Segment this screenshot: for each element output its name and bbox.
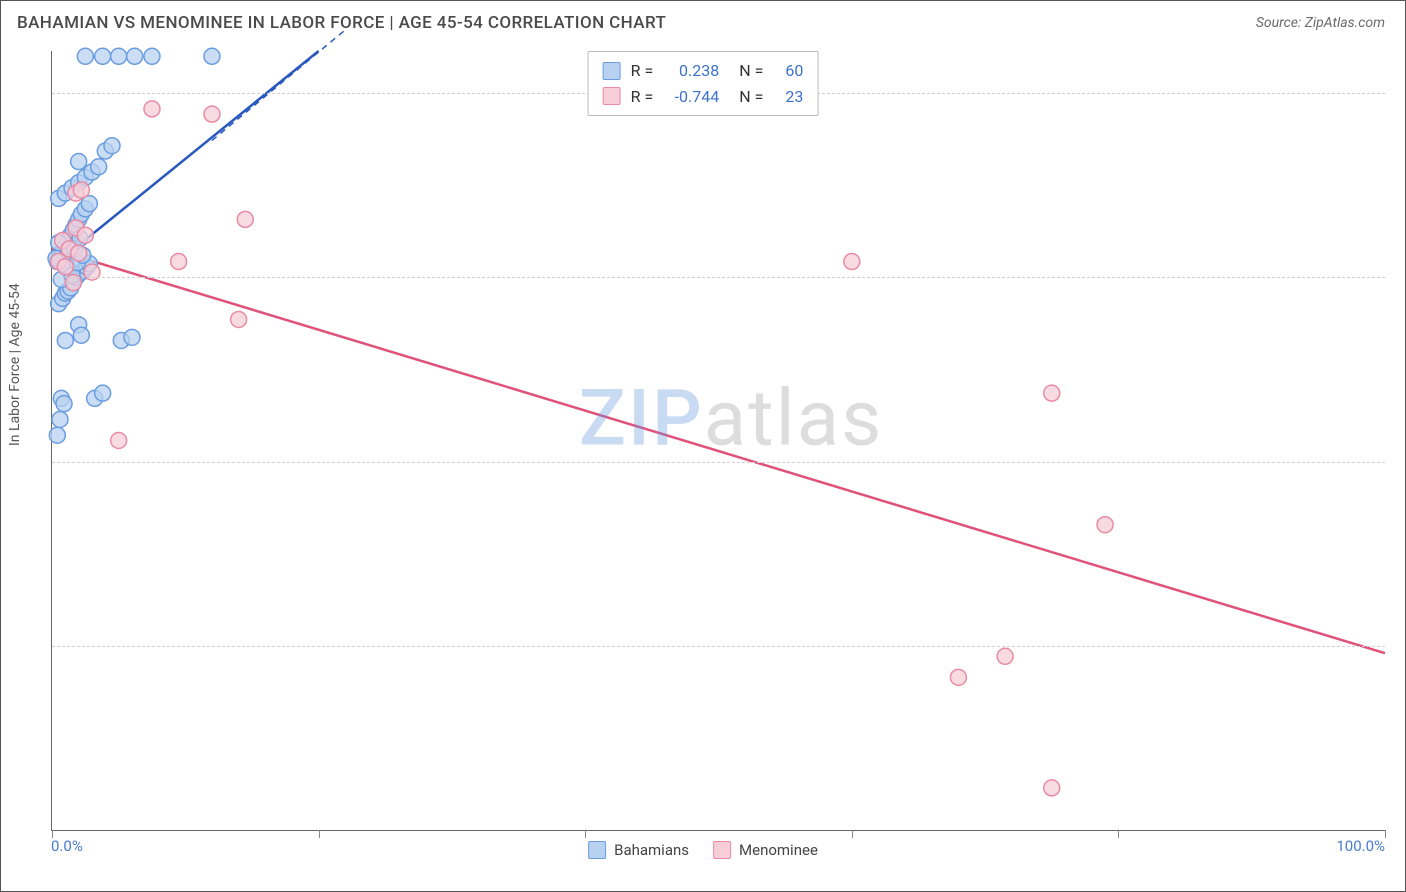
scatter-point bbox=[231, 311, 247, 327]
y-tick-label: 82.5% bbox=[1395, 268, 1406, 286]
stats-legend-box: R = 0.238 N = 60 R = -0.744 N = 23 bbox=[588, 51, 819, 116]
scatter-point bbox=[95, 48, 111, 64]
legend-swatch bbox=[713, 841, 731, 859]
scatter-point bbox=[844, 254, 860, 270]
trend-line-dashed bbox=[212, 30, 345, 141]
scatter-point bbox=[204, 106, 220, 122]
scatter-point bbox=[997, 648, 1013, 664]
scatter-point bbox=[104, 138, 120, 154]
legend-bottom: Bahamians Menominee bbox=[588, 841, 818, 859]
scatter-point bbox=[950, 669, 966, 685]
legend-item: Menominee bbox=[713, 841, 818, 859]
x-tick bbox=[1385, 830, 1386, 838]
scatter-point bbox=[91, 159, 107, 175]
gridline-h bbox=[52, 646, 1385, 647]
scatter-point bbox=[111, 433, 127, 449]
scatter-point bbox=[71, 245, 87, 261]
scatter-point bbox=[77, 48, 93, 64]
legend-label: Menominee bbox=[739, 841, 818, 859]
stats-n-value: 23 bbox=[773, 84, 803, 110]
title-bar: BAHAMIAN VS MENOMINEE IN LABOR FORCE | A… bbox=[1, 1, 1405, 45]
x-tick-label-min: 0.0% bbox=[51, 837, 83, 855]
y-axis-title: In Labor Force | Age 45-54 bbox=[7, 283, 23, 446]
stats-r-value: -0.744 bbox=[663, 84, 719, 110]
scatter-point bbox=[144, 48, 160, 64]
legend-item: Bahamians bbox=[588, 841, 689, 859]
legend-label: Bahamians bbox=[614, 841, 689, 859]
plot-region: 47.5%65.0%82.5%100.0% bbox=[51, 51, 1385, 831]
scatter-point bbox=[71, 154, 87, 170]
stats-swatch bbox=[603, 62, 621, 80]
scatter-point bbox=[237, 211, 253, 227]
stats-n-value: 60 bbox=[773, 58, 803, 84]
stats-r-label: R = bbox=[631, 58, 654, 84]
scatter-point bbox=[124, 329, 140, 345]
legend-swatch bbox=[588, 841, 606, 859]
source-label: Source: ZipAtlas.com bbox=[1256, 15, 1385, 31]
plot-svg bbox=[52, 51, 1385, 830]
chart-area: 47.5%65.0%82.5%100.0% bbox=[51, 51, 1385, 831]
y-tick-label: 100.0% bbox=[1395, 84, 1406, 102]
trend-line bbox=[52, 249, 1385, 653]
scatter-point bbox=[57, 259, 73, 275]
gridline-h bbox=[52, 462, 1385, 463]
scatter-point bbox=[171, 254, 187, 270]
stats-n-label: N = bbox=[739, 84, 763, 110]
chart-container: BAHAMIAN VS MENOMINEE IN LABOR FORCE | A… bbox=[0, 0, 1406, 892]
scatter-point bbox=[52, 411, 68, 427]
scatter-point bbox=[1097, 517, 1113, 533]
stats-row: R = 0.238 N = 60 bbox=[603, 58, 804, 84]
x-tick-label-max: 100.0% bbox=[1336, 837, 1385, 855]
scatter-point bbox=[77, 227, 93, 243]
gridline-h bbox=[52, 277, 1385, 278]
y-tick-label: 65.0% bbox=[1395, 453, 1406, 471]
scatter-point bbox=[111, 48, 127, 64]
stats-n-label: N = bbox=[739, 58, 763, 84]
y-tick-label: 47.5% bbox=[1395, 637, 1406, 655]
stats-row: R = -0.744 N = 23 bbox=[603, 84, 804, 110]
chart-title: BAHAMIAN VS MENOMINEE IN LABOR FORCE | A… bbox=[17, 13, 666, 33]
scatter-point bbox=[127, 48, 143, 64]
scatter-point bbox=[73, 182, 89, 198]
scatter-point bbox=[144, 101, 160, 117]
stats-r-value: 0.238 bbox=[663, 58, 719, 84]
scatter-point bbox=[95, 385, 111, 401]
stats-swatch bbox=[603, 87, 621, 105]
stats-r-label: R = bbox=[631, 84, 654, 110]
scatter-point bbox=[57, 332, 73, 348]
scatter-point bbox=[1044, 780, 1060, 796]
scatter-point bbox=[49, 427, 65, 443]
scatter-point bbox=[1044, 385, 1060, 401]
scatter-point bbox=[56, 396, 72, 412]
scatter-point bbox=[204, 48, 220, 64]
scatter-point bbox=[73, 327, 89, 343]
